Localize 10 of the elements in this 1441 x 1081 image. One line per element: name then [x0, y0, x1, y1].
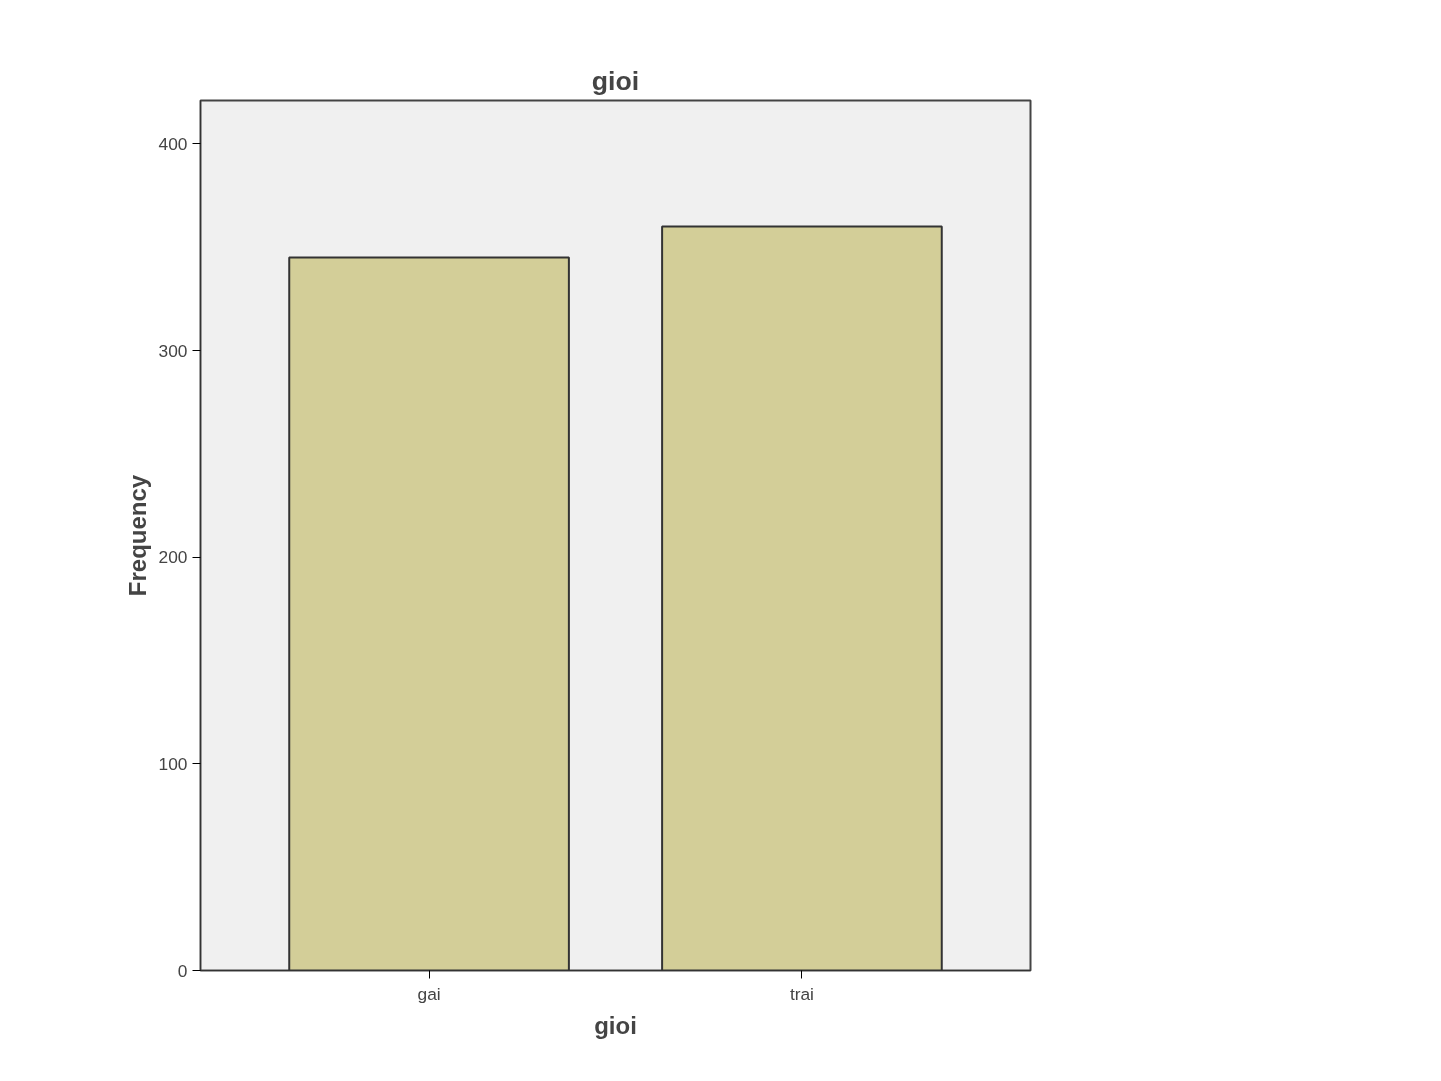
y-tick-label: 200	[158, 547, 188, 568]
chart-title: gioi	[591, 65, 640, 96]
y-tick-label: 100	[158, 753, 188, 774]
y-tick-label: 0	[177, 960, 188, 981]
y-tick-label: 400	[158, 133, 188, 154]
x-tick-label: gai	[417, 983, 441, 1004]
x-tick-label: trai	[789, 983, 814, 1004]
x-axis-title: gioi	[594, 1011, 637, 1039]
y-axis-title: Frequency	[123, 474, 151, 597]
y-tick-label: 300	[158, 340, 188, 361]
